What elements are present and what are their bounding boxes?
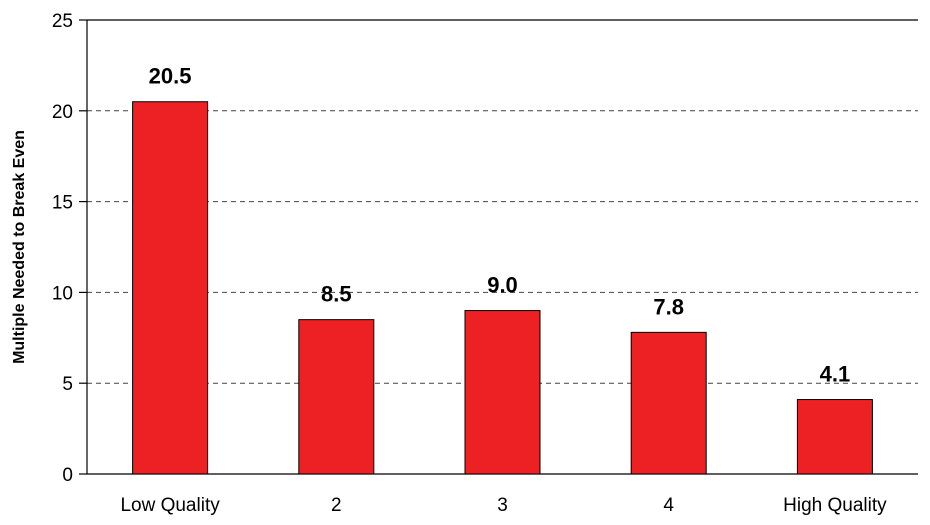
data-label: 8.5	[321, 282, 352, 307]
y-tick-label: 0	[62, 465, 73, 486]
data-label: 7.8	[653, 294, 684, 319]
x-tick-label: High Quality	[783, 495, 887, 516]
bar	[796, 399, 873, 475]
category-labels: Low Quality 2 3 4 High Quality	[120, 495, 887, 516]
x-tick-label: 3	[497, 495, 508, 516]
y-axis-label: Multiple Needed to Break Even	[11, 130, 28, 364]
data-label: 4.1	[820, 362, 851, 387]
y-ticks: 0 5 10 15 20 25	[52, 11, 87, 486]
data-label: 20.5	[149, 64, 192, 89]
x-tick-label: 4	[663, 495, 674, 516]
bar	[464, 310, 541, 475]
y-tick-label: 15	[52, 193, 73, 214]
value-labels: 20.5 8.5 9.0 7.8 4.1	[149, 64, 851, 387]
y-tick-label: 20	[52, 102, 73, 123]
y-tick-label: 5	[62, 374, 73, 395]
bars	[132, 101, 873, 475]
data-label: 9.0	[487, 273, 518, 298]
x-tick-label: Low Quality	[120, 495, 220, 516]
bar	[630, 331, 707, 475]
bar	[132, 101, 209, 475]
y-tick-label: 10	[52, 283, 73, 304]
y-tick-label: 25	[52, 11, 73, 32]
x-tick-label: 2	[331, 495, 342, 516]
bar	[298, 319, 375, 475]
